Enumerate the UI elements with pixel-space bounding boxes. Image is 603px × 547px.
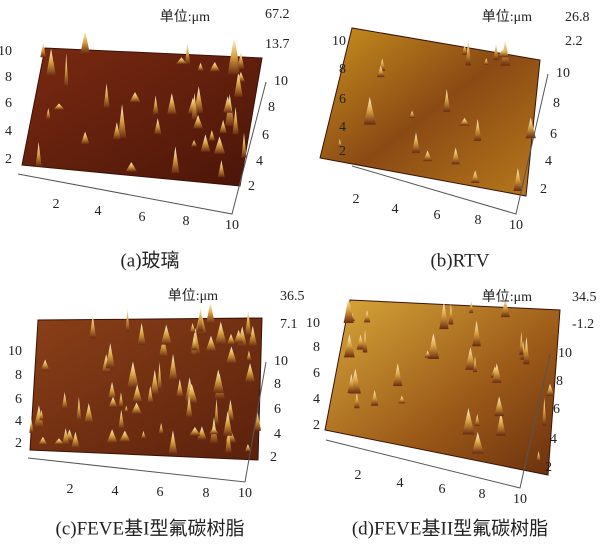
- right-tick-label: 8: [556, 374, 563, 389]
- right-tick-label: 2: [270, 450, 277, 465]
- bottom-tick-label: 8: [475, 213, 482, 228]
- left-tick-label: 8: [313, 340, 320, 355]
- left-tick-label: 10: [306, 316, 320, 331]
- left-tick-label: 10: [8, 344, 22, 359]
- z-label: 36.5: [280, 289, 305, 304]
- bottom-tick-label: 8: [479, 487, 486, 502]
- right-tick-label: 4: [256, 154, 263, 169]
- right-tick-label: 6: [550, 127, 557, 142]
- right-tick-label: 2: [545, 460, 552, 475]
- bottom-tick-label: 8: [183, 214, 190, 229]
- bottom-tick-label: 10: [513, 492, 527, 507]
- right-tick-label: 8: [553, 96, 560, 111]
- surface: [22, 48, 262, 186]
- bottom-tick-label: 2: [67, 482, 74, 497]
- z-label: 7.1: [280, 317, 298, 332]
- right-tick-label: 4: [274, 427, 281, 442]
- right-tick-label: 2: [248, 179, 255, 194]
- left-tick-label: 2: [313, 418, 320, 433]
- caption: (b)RTV: [430, 250, 489, 271]
- left-tick-label: 8: [339, 62, 346, 77]
- bottom-tick-label: 2: [53, 197, 60, 212]
- unit-label: 单位:μm: [160, 9, 210, 25]
- left-tick-label: 4: [15, 414, 22, 429]
- bottom-tick-label: 10: [509, 218, 523, 233]
- bottom-tick-label: 4: [397, 476, 404, 491]
- bottom-tick-label: 6: [434, 208, 441, 223]
- unit-label: 单位:μm: [482, 9, 532, 25]
- spike: [185, 43, 190, 64]
- right-tick-label: 8: [268, 100, 275, 115]
- left-tick-label: 8: [15, 368, 22, 383]
- left-tick-label: 2: [15, 436, 22, 451]
- unit-label: 单位:μm: [168, 288, 218, 304]
- figure: 246810246810246810单位:μm67.213.7(a)玻璃2468…: [0, 0, 603, 547]
- left-tick-label: 2: [5, 152, 12, 167]
- left-tick-label: 4: [5, 124, 12, 139]
- right-tick-label: 10: [274, 74, 288, 89]
- caption: (c)FEVE基I型氟碳树脂: [56, 517, 245, 539]
- left-tick-label: 6: [339, 92, 346, 107]
- bottom-tick-label: 2: [353, 192, 360, 207]
- bottom-tick-label: 4: [95, 204, 102, 219]
- z-label: 34.5: [572, 290, 597, 305]
- z-label: 26.8: [565, 10, 590, 25]
- caption: (d)FEVE基II型氟碳树脂: [352, 517, 548, 539]
- right-tick-label: 10: [556, 66, 570, 81]
- z-label: 67.2: [265, 7, 290, 22]
- right-tick-label: 6: [553, 402, 560, 417]
- bottom-tick-label: 6: [157, 485, 164, 500]
- bottom-tick-label: 6: [139, 210, 146, 225]
- left-tick-label: 4: [339, 120, 346, 135]
- right-tick-label: 6: [262, 128, 269, 143]
- bottom-tick-label: 8: [203, 486, 210, 501]
- bottom-tick-label: 4: [112, 484, 119, 499]
- right-tick-label: 2: [540, 182, 547, 197]
- spike: [206, 302, 215, 324]
- z-label: -1.2: [572, 317, 594, 332]
- unit-label: 单位:μm: [482, 289, 532, 305]
- left-tick-label: 6: [313, 366, 320, 381]
- z-label: 2.2: [565, 34, 583, 49]
- left-tick-label: 10: [332, 34, 346, 49]
- left-tick-label: 6: [5, 96, 12, 111]
- left-tick-label: 8: [5, 70, 12, 85]
- left-tick-label: 2: [339, 144, 346, 159]
- z-label: 13.7: [265, 37, 290, 52]
- right-tick-label: 10: [274, 354, 288, 369]
- bottom-tick-label: 4: [392, 202, 399, 217]
- left-tick-label: 10: [0, 44, 12, 59]
- right-tick-label: 6: [274, 402, 281, 417]
- left-tick-label: 4: [313, 392, 320, 407]
- page: 246810246810246810单位:μm67.213.7(a)玻璃2468…: [0, 0, 603, 547]
- right-tick-label: 4: [550, 432, 557, 447]
- left-tick-label: 6: [15, 392, 22, 407]
- bottom-tick-label: 6: [439, 482, 446, 497]
- bottom-tick-label: 10: [225, 218, 239, 233]
- right-tick-label: 10: [558, 346, 572, 361]
- spike: [80, 31, 89, 54]
- right-tick-label: 4: [545, 154, 552, 169]
- bottom-tick-label: 2: [355, 468, 362, 483]
- right-tick-label: 8: [274, 377, 281, 392]
- caption: (a)玻璃: [120, 249, 179, 271]
- bottom-tick-label: 10: [238, 486, 252, 501]
